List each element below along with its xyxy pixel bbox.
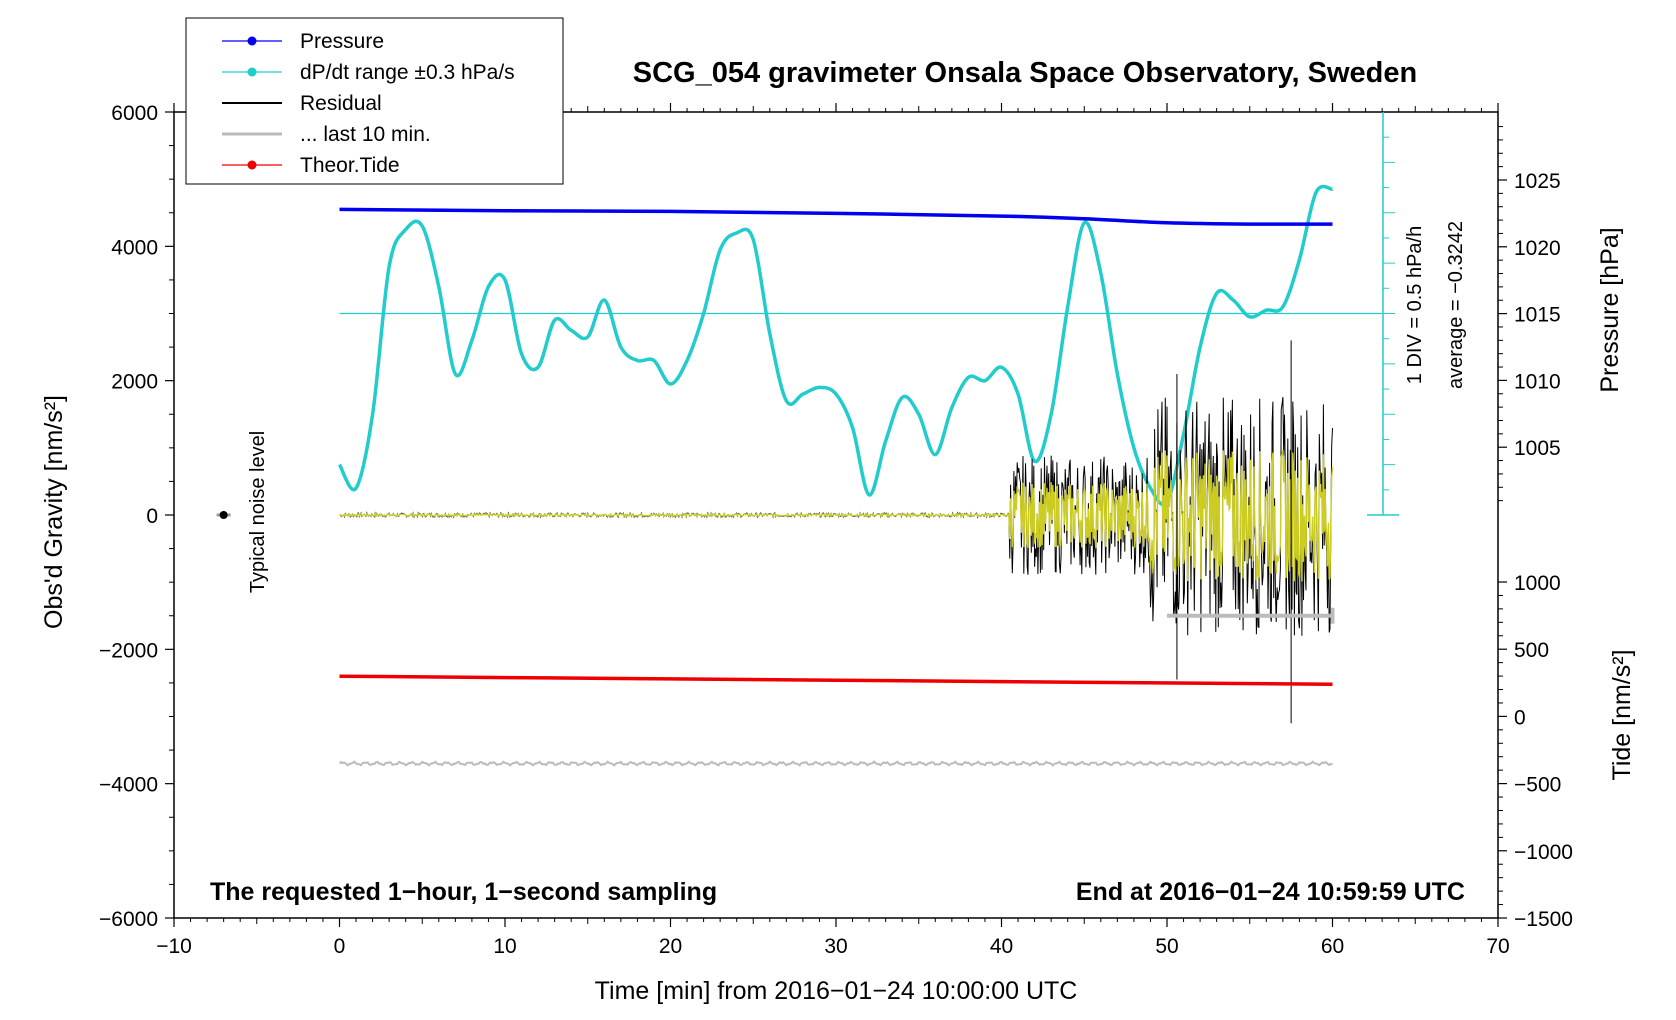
legend-box [185,17,564,185]
footer-left-note: The requested 1−hour, 1−second sampling [210,878,717,906]
tide-tick-label: −1000 [1514,841,1573,864]
legend-item-tide: Theor.Tide [222,154,400,177]
legend-label-pressure: Pressure [300,30,384,53]
x-tick-label: 0 [334,935,346,958]
y-tick-label: 6000 [111,102,158,125]
x-axis-label: Time [min] from 2016−01−24 10:00:00 UTC [595,977,1078,1005]
legend: Pressure dP/dt range ±0.3 hPa/s Residual… [185,17,564,185]
footer-right-note: End at 2016−01−24 10:59:59 UTC [1076,878,1465,906]
x-tick-label: 10 [493,935,516,958]
chart-title: SCG_054 gravimeter Onsala Space Observat… [633,57,1417,89]
x-tick-label: 40 [990,935,1013,958]
x-tick-label: 60 [1321,935,1344,958]
x-tick-label: 70 [1486,935,1509,958]
x-tick-label: −10 [156,935,192,958]
tide-tick-label: 1000 [1514,572,1561,595]
last10-bottom-trace [338,760,1333,767]
x-tick-label: 50 [1155,935,1178,958]
y-axis-label-pressure: Pressure [hPa] [1596,227,1624,392]
tide-tick-label: −1500 [1514,908,1573,931]
legend-label-last10: ... last 10 min. [300,123,431,146]
series-tide-line [339,674,1333,687]
series-residual-filtered-line [339,450,1334,582]
noise-level-label: Typical noise level [247,431,269,593]
axes: −10 0 10 20 30 40 50 60 70−6000−4000−20000200040… [99,102,1573,958]
legend-item-pressure: Pressure [222,30,384,53]
pressure-tick-label: 1010 [1514,370,1561,393]
y-tick-label: 2000 [111,371,158,394]
tide-tick-label: 500 [1514,639,1549,662]
noise-level-marker [219,511,228,519]
plot-area [216,112,1399,767]
y-tick-label: −6000 [99,908,158,931]
y-tick-label: −2000 [99,639,158,662]
y-axis-label-tide: Tide [nm/s²] [1608,649,1636,780]
legend-label-tide: Theor.Tide [300,154,400,177]
legend-item-dpdt: dP/dt range ±0.3 hPa/s [222,61,515,84]
legend-item-residual: Residual [222,92,382,115]
x-tick-label: 30 [824,935,847,958]
series-pressure-line [339,207,1333,226]
y-axis-label-left: Obs'd Gravity [nm/s²] [40,395,68,629]
div-scale-label: 1 DIV = 0.5 hPa/h [1404,226,1426,384]
y-tick-label: 4000 [111,236,158,259]
pressure-tick-label: 1005 [1514,437,1561,460]
y-tick-label: −4000 [99,774,158,797]
legend-label-dpdt: dP/dt range ±0.3 hPa/s [300,61,515,84]
series-dpdt-line [337,184,1333,507]
legend-item-last10: ... last 10 min. [222,123,431,146]
pressure-tick-label: 1025 [1514,170,1561,193]
x-tick-label: 20 [659,935,682,958]
tide-tick-label: −500 [1514,774,1561,797]
average-label: average = −0.3242 [1445,221,1467,389]
y-tick-label: 0 [146,505,158,528]
legend-label-residual: Residual [300,92,382,115]
tide-tick-label: 0 [1514,706,1526,729]
pressure-tick-label: 1015 [1514,304,1561,327]
pressure-tick-label: 1020 [1514,237,1561,260]
